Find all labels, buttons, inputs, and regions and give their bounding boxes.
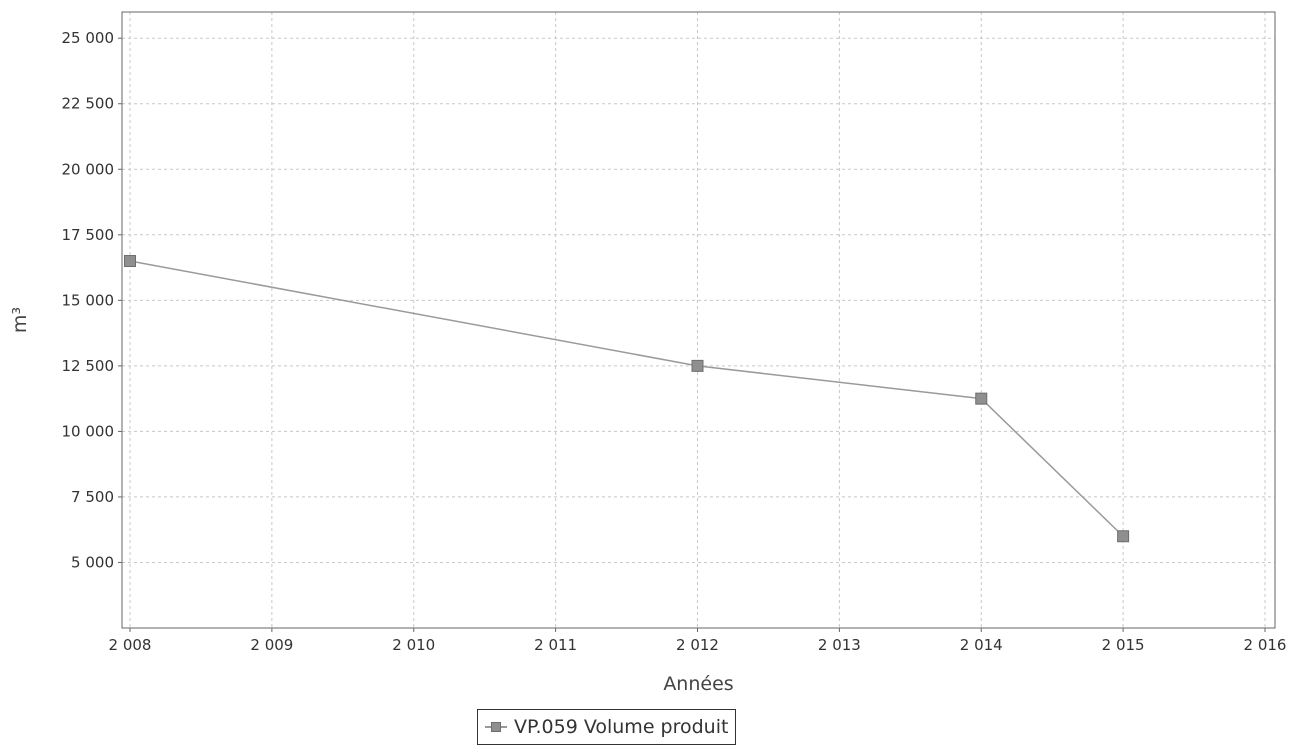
data-point-marker [124,255,136,268]
x-axis-ticks: 2 008 2 009 2 010 2 011 2 012 2 013 2 014 2 015… [109,628,1287,654]
y-tick-label: 7 500 [71,488,114,506]
y-tick-label: 12 500 [62,357,115,375]
x-tick-label: 2 014 [960,636,1003,654]
y-tick-label: 20 000 [62,160,115,178]
x-axis-title: Années [663,673,733,695]
x-tick-label: 2 010 [392,636,435,654]
series-line [129,260,1124,537]
y-axis-ticks: 5 000 7 500 10 000 12 500 15 000 17 500 20 000… [62,29,122,571]
y-tick-label: 25 000 [62,29,115,47]
y-tick-label: 5 000 [71,553,114,571]
x-tick-label: 2 011 [534,636,577,654]
x-tick-label: 2 013 [818,636,861,654]
grid-lines [122,12,1275,628]
legend-label: VP.059 Volume produit [514,716,729,738]
data-point-marker [1117,530,1130,543]
y-tick-label: 10 000 [62,422,115,440]
x-tick-label: 2 009 [250,636,293,654]
data-point-marker [691,359,704,372]
y-tick-label: 15 000 [62,291,115,309]
x-tick-label: 2 008 [109,636,152,654]
legend-marker [491,722,501,732]
x-tick-label: 2 012 [676,636,719,654]
x-tick-label: 2 015 [1102,636,1145,654]
x-tick-label: 2 016 [1244,636,1287,654]
y-tick-label: 22 500 [62,95,115,113]
legend: VP.059 Volume produit [477,709,737,745]
series-group [124,255,1130,543]
plot-area [121,11,1276,629]
legend-swatch [485,720,507,734]
y-tick-label: 17 500 [62,226,115,244]
data-point-marker [975,392,988,405]
y-axis-title: m³ [9,307,31,333]
